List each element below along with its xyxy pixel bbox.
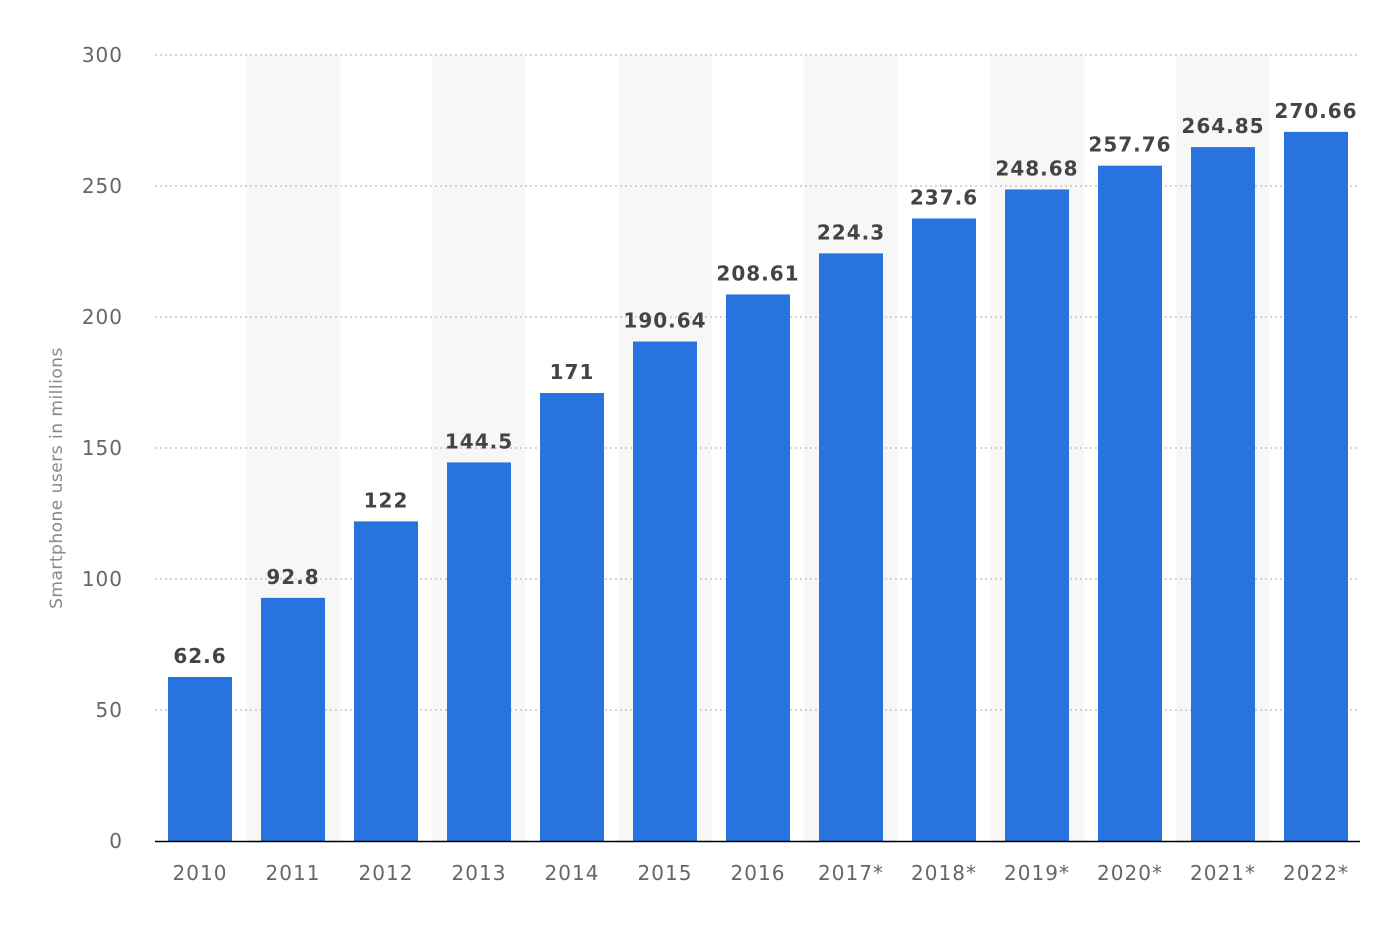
data-label: 208.61 (716, 261, 799, 285)
y-tick-label: 300 (82, 43, 123, 67)
y-tick-label: 0 (109, 829, 123, 853)
x-tick-label: 2020* (1097, 861, 1163, 885)
bar (447, 462, 511, 841)
x-tick-label: 2018* (911, 861, 977, 885)
bar (261, 597, 325, 841)
bar (1191, 147, 1255, 841)
data-label: 237.6 (910, 185, 978, 209)
data-label: 270.66 (1274, 99, 1357, 123)
bar (168, 676, 232, 841)
data-label: 257.76 (1088, 133, 1171, 157)
y-tick-label: 50 (96, 698, 123, 722)
data-label: 144.5 (445, 429, 513, 453)
x-tick-label: 2014 (545, 861, 600, 885)
bar (1005, 189, 1069, 842)
x-tick-label: 2010 (173, 861, 228, 885)
y-tick-label: 100 (82, 567, 123, 591)
bar (912, 218, 976, 841)
y-tick-label: 150 (82, 436, 123, 460)
x-tick-label: 2012 (359, 861, 414, 885)
data-label: 248.68 (995, 156, 1078, 180)
data-labels: 62.6 92.8 122 144.5 171 190.64 208.61 224.3 237.… (173, 99, 1357, 668)
data-label: 171 (550, 360, 595, 384)
bar (1098, 165, 1162, 841)
bar (633, 341, 697, 841)
x-axis-ticks: 2010 2011 2012 2013 2014 2015 2016 2017* 2018* 20… (173, 861, 1349, 885)
x-tick-label: 2022* (1283, 861, 1349, 885)
data-label: 190.64 (623, 309, 706, 333)
y-tick-label: 200 (82, 305, 123, 329)
y-axis-ticks: 0 50 100 150 200 250 300 (82, 43, 123, 853)
bar (540, 392, 604, 841)
y-tick-label: 250 (82, 174, 123, 198)
x-tick-label: 2017* (818, 861, 884, 885)
bar (354, 521, 418, 841)
x-tick-label: 2016 (731, 861, 786, 885)
data-label: 264.85 (1181, 114, 1264, 138)
x-tick-label: 2019* (1004, 861, 1070, 885)
data-label: 122 (364, 488, 409, 512)
data-label: 62.6 (173, 644, 226, 668)
data-label: 224.3 (817, 220, 885, 244)
y-axis-title: Smartphone users in millions (47, 347, 67, 609)
bar (819, 253, 883, 842)
bar (726, 294, 790, 842)
x-tick-label: 2011 (266, 861, 321, 885)
bars (168, 131, 1348, 842)
bar (1284, 131, 1348, 842)
data-label: 92.8 (266, 565, 319, 589)
x-tick-label: 2015 (638, 861, 693, 885)
x-tick-label: 2013 (452, 861, 507, 885)
x-tick-label: 2021* (1190, 861, 1256, 885)
